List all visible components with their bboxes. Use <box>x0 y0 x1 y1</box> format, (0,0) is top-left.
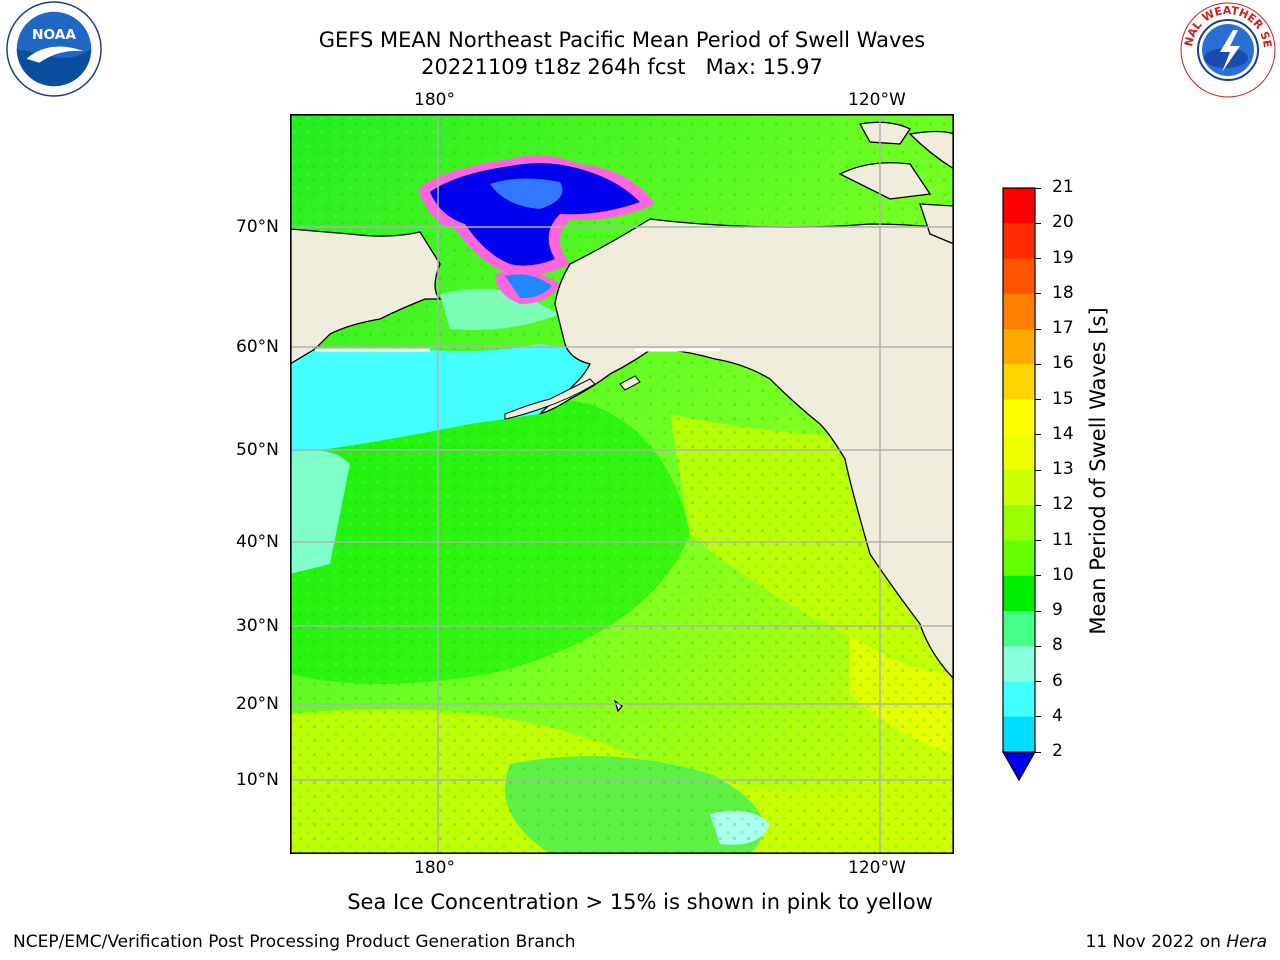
colorbar-band <box>1003 505 1035 541</box>
colorbar-band <box>1003 329 1035 365</box>
colorbar-tick-mark <box>1035 645 1041 647</box>
colorbar-tick-label: 10 <box>1052 564 1074 585</box>
chart-subtitle: 20221109 t18z 264h fcst Max: 15.97 <box>421 55 823 79</box>
colorbar-band <box>1003 540 1035 577</box>
lon-tick-top-120w: 120°W <box>848 90 906 110</box>
colorbar-label: Mean Period of Swell Waves [s] <box>1086 307 1110 635</box>
colorbar-band <box>1003 293 1035 330</box>
colorbar-tick-mark <box>1035 328 1041 330</box>
lat-tick-10n: 10°N <box>236 770 279 790</box>
colorbar-band <box>1003 434 1035 471</box>
lon-tick-top-180: 180° <box>414 90 455 110</box>
colorbar-tick-mark <box>1035 293 1041 295</box>
lat-tick-30n: 30°N <box>236 616 279 636</box>
colorbar-tick-label: 18 <box>1052 282 1074 303</box>
colorbar-tick-mark <box>1035 434 1041 436</box>
colorbar-extend-triangle <box>1001 751 1037 782</box>
colorbar-band <box>1003 364 1035 400</box>
footer-left: NCEP/EMC/Verification Post Processing Pr… <box>13 932 576 952</box>
colorbar-tick-label: 21 <box>1052 177 1074 197</box>
colorbar-tick-label: 20 <box>1052 212 1074 233</box>
colorbar-band <box>1003 681 1035 718</box>
colorbar-tick-mark <box>1035 222 1041 224</box>
colorbar-band <box>1003 188 1035 224</box>
footer-right: 11 Nov 2022 on Hera <box>1085 932 1267 952</box>
colorbar-band <box>1003 611 1035 647</box>
colorbar-tick-label: 17 <box>1052 318 1074 338</box>
colorbar-tick-mark <box>1035 540 1041 541</box>
colorbar-tick-mark <box>1035 681 1041 682</box>
colorbar-band <box>1003 716 1035 753</box>
colorbar-tick-label: 9 <box>1052 600 1063 620</box>
colorbar-tick-label: 8 <box>1052 635 1063 656</box>
colorbar-band <box>1003 575 1035 612</box>
sea-ice-note: Sea Ice Concentration > 15% is shown in … <box>347 890 933 914</box>
colorbar-tick-mark <box>1035 399 1041 400</box>
lat-tick-60n: 60°N <box>236 337 279 357</box>
lon-tick-bottom-120w: 120°W <box>848 858 906 878</box>
chart-title: GEFS MEAN Northeast Pacific Mean Period … <box>318 28 926 52</box>
colorbar-tick-label: 6 <box>1052 670 1063 691</box>
colorbar-tick-mark <box>1035 187 1041 189</box>
footer-machine: Hera <box>1226 932 1267 952</box>
colorbar-tick-label: 13 <box>1052 459 1074 479</box>
colorbar-tick-label: 16 <box>1052 353 1074 374</box>
colorbar-tick-mark <box>1035 504 1041 506</box>
colorbar-band <box>1003 223 1035 259</box>
colorbar-tick-label: 15 <box>1052 388 1074 409</box>
colorbar-band <box>1003 258 1035 295</box>
colorbar-tick-mark <box>1035 363 1041 365</box>
colorbar-tick-label: 14 <box>1052 423 1074 444</box>
colorbar-tick-mark <box>1035 751 1041 753</box>
swell-period-map <box>290 114 954 854</box>
noaa-logo: NOAA <box>6 1 102 97</box>
colorbar-band <box>1003 470 1035 506</box>
lon-tick-bottom-180: 180° <box>414 858 455 878</box>
colorbar-tick-label: 2 <box>1052 741 1063 761</box>
colorbar-tick-label: 19 <box>1052 247 1074 268</box>
lat-tick-20n: 20°N <box>236 694 279 714</box>
colorbar <box>1001 187 1037 782</box>
lat-tick-40n: 40°N <box>236 532 279 552</box>
colorbar-tick-mark <box>1035 258 1041 259</box>
colorbar-tick-label: 12 <box>1052 494 1074 515</box>
lat-tick-50n: 50°N <box>236 440 279 460</box>
colorbar-tick-mark <box>1035 575 1041 577</box>
colorbar-tick-mark <box>1035 716 1041 718</box>
colorbar-tick-label: 11 <box>1052 529 1074 550</box>
colorbar-band <box>1003 646 1035 682</box>
colorbar-band <box>1003 399 1035 436</box>
noaa-logo-text: NOAA <box>32 27 76 43</box>
colorbar-tick-mark <box>1035 610 1041 612</box>
lat-tick-70n: 70°N <box>236 217 279 237</box>
colorbar-tick-label: 4 <box>1052 705 1063 726</box>
footer-date: 11 Nov 2022 on <box>1085 932 1227 952</box>
nws-logo: NATIONAL WEATHER SERVICE <box>1178 0 1276 98</box>
colorbar-tick-mark <box>1035 469 1041 471</box>
